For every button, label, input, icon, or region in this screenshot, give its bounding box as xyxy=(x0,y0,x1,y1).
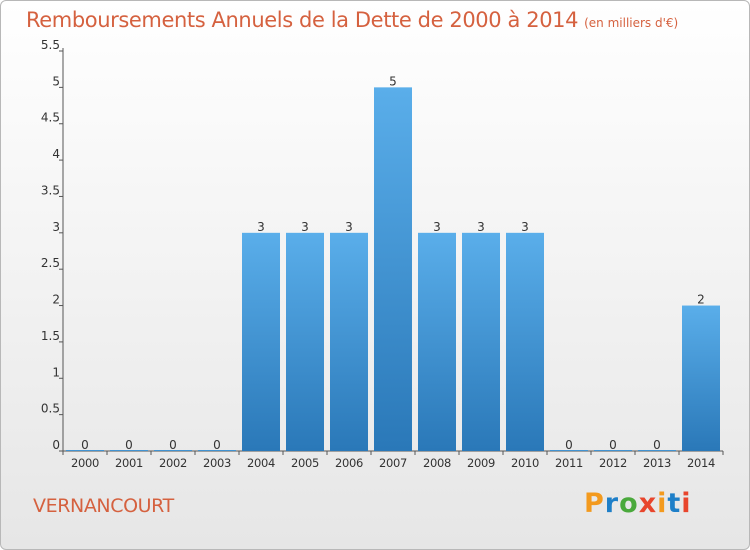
data-label-2004: 3 xyxy=(257,220,265,234)
data-label-2008: 3 xyxy=(433,220,441,234)
data-label-2002: 0 xyxy=(169,438,177,452)
data-label-2006: 3 xyxy=(345,220,353,234)
data-label-2003: 0 xyxy=(213,438,221,452)
y-tick-label: 5.5 xyxy=(41,38,60,52)
logo-letter: i xyxy=(657,488,668,519)
y-tick-label: 1 xyxy=(52,365,60,379)
y-tick-label: 2.5 xyxy=(41,256,60,270)
bar-2006 xyxy=(330,232,368,451)
logo-letter: t xyxy=(667,488,682,519)
bar-2008 xyxy=(418,232,456,451)
logo-letter: P xyxy=(584,488,605,519)
bar-2007 xyxy=(374,87,412,451)
data-label-2010: 3 xyxy=(521,220,529,234)
bar-2014 xyxy=(682,305,720,451)
x-tick-label: 2009 xyxy=(467,456,495,470)
bar-2000 xyxy=(66,450,104,451)
logo-letter: x xyxy=(638,488,658,519)
data-label-2014: 2 xyxy=(697,293,705,307)
x-tick-label: 2011 xyxy=(555,456,583,470)
chart-title: Remboursements Annuels de la Dette de 20… xyxy=(26,8,678,32)
data-label-2009: 3 xyxy=(477,220,485,234)
y-tick-label: 4.5 xyxy=(41,111,60,125)
x-tick-label: 2006 xyxy=(335,456,363,470)
y-tick-label: 1.5 xyxy=(41,329,60,343)
x-tick-label: 2003 xyxy=(203,456,231,470)
bar-2004 xyxy=(242,232,280,451)
y-tick-label: 4 xyxy=(52,147,60,161)
y-tick-label: 2 xyxy=(52,293,60,307)
data-label-2011: 0 xyxy=(565,438,573,452)
chart-title-text: Remboursements Annuels de la Dette de 20… xyxy=(26,8,579,32)
data-label-2013: 0 xyxy=(653,438,661,452)
y-tick-label: 5 xyxy=(52,74,60,88)
data-label-2007: 5 xyxy=(389,74,397,88)
x-tick-label: 2014 xyxy=(687,456,715,470)
x-tick-label: 2000 xyxy=(71,456,99,470)
x-tick-label: 2012 xyxy=(599,456,627,470)
x-tick-label: 2007 xyxy=(379,456,407,470)
commune-name: VERNANCOURT xyxy=(33,495,174,517)
x-tick-label: 2005 xyxy=(291,456,319,470)
y-tick-label: 3 xyxy=(52,220,60,234)
logo-letter: i xyxy=(681,488,692,519)
x-tick-label: 2008 xyxy=(423,456,451,470)
logo-letter: o xyxy=(619,488,639,519)
data-label-2005: 3 xyxy=(301,220,309,234)
bar-2002 xyxy=(154,450,192,451)
y-tick-label: 3.5 xyxy=(41,183,60,197)
x-tick-label: 2004 xyxy=(247,456,275,470)
x-tick-label: 2002 xyxy=(159,456,187,470)
data-label-2000: 0 xyxy=(81,438,89,452)
bar-2001 xyxy=(110,450,148,451)
logo-letter: r xyxy=(604,488,620,519)
bar-2013 xyxy=(638,450,676,451)
bar-2012 xyxy=(594,450,632,451)
bar-2011 xyxy=(550,450,588,451)
data-label-2001: 0 xyxy=(125,438,133,452)
bar-2010 xyxy=(506,232,544,451)
proxiti-logo: Proxiti xyxy=(584,488,692,519)
data-label-2012: 0 xyxy=(609,438,617,452)
chart-bars xyxy=(66,87,720,451)
bar-2009 xyxy=(462,232,500,451)
chart-labels: 0 0 0 0 3 3 3 5 3 3 3 0 0 0 2 xyxy=(81,74,705,452)
bar-2003 xyxy=(198,450,236,451)
x-tick-label: 2013 xyxy=(643,456,671,470)
x-tick-label: 2001 xyxy=(115,456,143,470)
x-tick-label: 2010 xyxy=(511,456,539,470)
bar-2005 xyxy=(286,232,324,451)
chart-subtitle: (en milliers d'€) xyxy=(584,16,679,30)
y-tick-label: 0 xyxy=(52,438,60,452)
y-tick-label: 0.5 xyxy=(41,402,60,416)
